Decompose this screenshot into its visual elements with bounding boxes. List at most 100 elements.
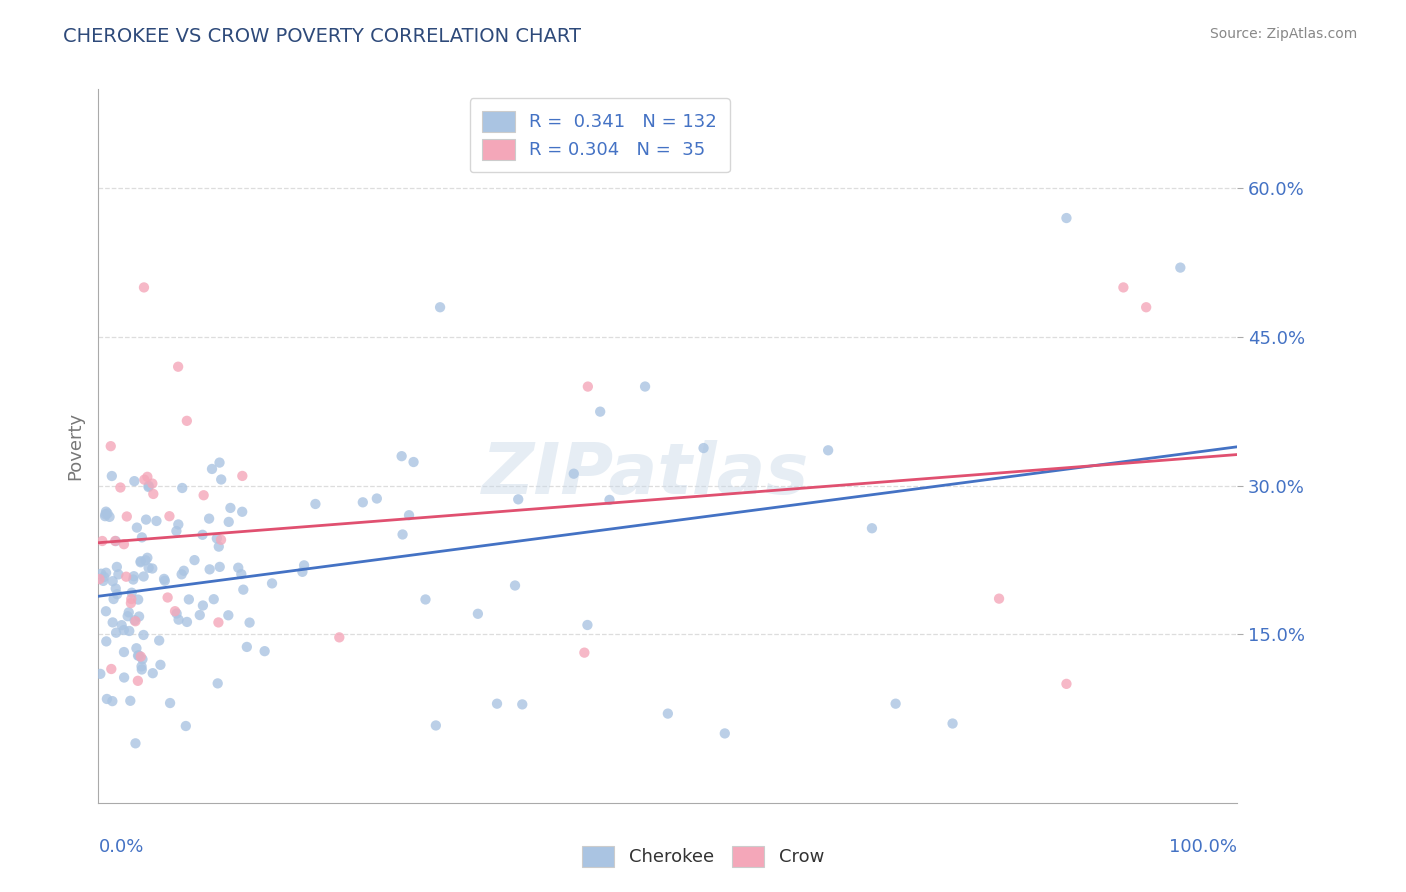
Point bbox=[562, 467, 585, 481]
Point bbox=[167, 517, 190, 532]
Point bbox=[104, 534, 127, 549]
Point bbox=[90, 566, 112, 581]
Point bbox=[105, 587, 128, 601]
Point bbox=[128, 609, 150, 624]
Point bbox=[174, 719, 197, 733]
Point bbox=[103, 592, 125, 607]
Point bbox=[402, 455, 425, 469]
Point bbox=[391, 449, 413, 463]
Point bbox=[191, 528, 214, 542]
Point bbox=[120, 592, 142, 607]
Point bbox=[692, 441, 714, 455]
Point bbox=[105, 625, 128, 640]
Point bbox=[191, 599, 214, 613]
Point bbox=[124, 736, 146, 750]
Point bbox=[142, 666, 165, 681]
Point bbox=[91, 534, 114, 549]
Point bbox=[131, 652, 153, 666]
Point bbox=[425, 718, 447, 732]
Point bbox=[94, 509, 117, 524]
Point bbox=[209, 473, 232, 487]
Point bbox=[135, 553, 157, 567]
Point bbox=[94, 604, 117, 618]
Point bbox=[145, 514, 167, 528]
Point bbox=[129, 555, 152, 569]
Point bbox=[149, 657, 172, 672]
Point bbox=[166, 607, 188, 621]
Point bbox=[101, 615, 124, 630]
Point bbox=[328, 631, 350, 645]
Point bbox=[218, 515, 240, 529]
Point bbox=[93, 570, 115, 584]
Point bbox=[167, 613, 190, 627]
Point bbox=[589, 404, 612, 418]
Point bbox=[120, 694, 142, 708]
Point bbox=[118, 624, 141, 638]
Point bbox=[124, 613, 146, 627]
Point bbox=[208, 560, 231, 574]
Point bbox=[165, 524, 187, 538]
Point bbox=[304, 497, 326, 511]
Point bbox=[167, 359, 190, 374]
Point bbox=[208, 540, 231, 554]
Y-axis label: Poverty: Poverty bbox=[66, 412, 84, 480]
Point bbox=[112, 671, 135, 685]
Point bbox=[884, 697, 907, 711]
Point bbox=[198, 511, 221, 525]
Point bbox=[988, 591, 1011, 606]
Point bbox=[132, 280, 155, 294]
Point bbox=[89, 666, 111, 681]
Point bbox=[634, 379, 657, 393]
Point bbox=[132, 628, 155, 642]
Point bbox=[486, 697, 509, 711]
Point bbox=[127, 592, 149, 607]
Point bbox=[183, 553, 205, 567]
Point bbox=[127, 648, 149, 663]
Point bbox=[176, 615, 198, 629]
Point bbox=[101, 469, 124, 483]
Point bbox=[159, 696, 181, 710]
Point bbox=[172, 481, 194, 495]
Point bbox=[135, 513, 157, 527]
Point bbox=[131, 663, 153, 677]
Point bbox=[120, 596, 142, 610]
Point bbox=[714, 726, 737, 740]
Point bbox=[231, 505, 253, 519]
Point bbox=[100, 439, 122, 453]
Point bbox=[124, 474, 146, 488]
Point bbox=[598, 492, 620, 507]
Point bbox=[503, 578, 526, 592]
Point bbox=[129, 649, 152, 664]
Point bbox=[118, 605, 141, 619]
Point bbox=[128, 648, 150, 663]
Point bbox=[201, 462, 224, 476]
Point bbox=[136, 550, 159, 565]
Point bbox=[205, 532, 228, 546]
Point bbox=[131, 659, 153, 673]
Point bbox=[124, 614, 146, 628]
Point bbox=[122, 573, 145, 587]
Point bbox=[142, 487, 165, 501]
Point bbox=[129, 554, 152, 568]
Point bbox=[112, 623, 135, 637]
Point bbox=[188, 608, 211, 623]
Point bbox=[94, 507, 117, 521]
Point bbox=[125, 520, 148, 534]
Point bbox=[510, 698, 533, 712]
Point bbox=[104, 582, 127, 596]
Point bbox=[111, 618, 134, 632]
Legend: Cherokee, Crow: Cherokee, Crow bbox=[575, 838, 831, 874]
Text: Source: ZipAtlas.com: Source: ZipAtlas.com bbox=[1209, 27, 1357, 41]
Point bbox=[260, 576, 283, 591]
Point bbox=[207, 615, 229, 630]
Point bbox=[817, 443, 839, 458]
Point bbox=[96, 634, 118, 648]
Text: CHEROKEE VS CROW POVERTY CORRELATION CHART: CHEROKEE VS CROW POVERTY CORRELATION CHA… bbox=[63, 27, 581, 45]
Point bbox=[153, 572, 176, 586]
Point bbox=[352, 495, 374, 509]
Point bbox=[415, 592, 437, 607]
Point bbox=[138, 479, 160, 493]
Point bbox=[170, 567, 193, 582]
Point bbox=[193, 488, 215, 502]
Point bbox=[291, 565, 314, 579]
